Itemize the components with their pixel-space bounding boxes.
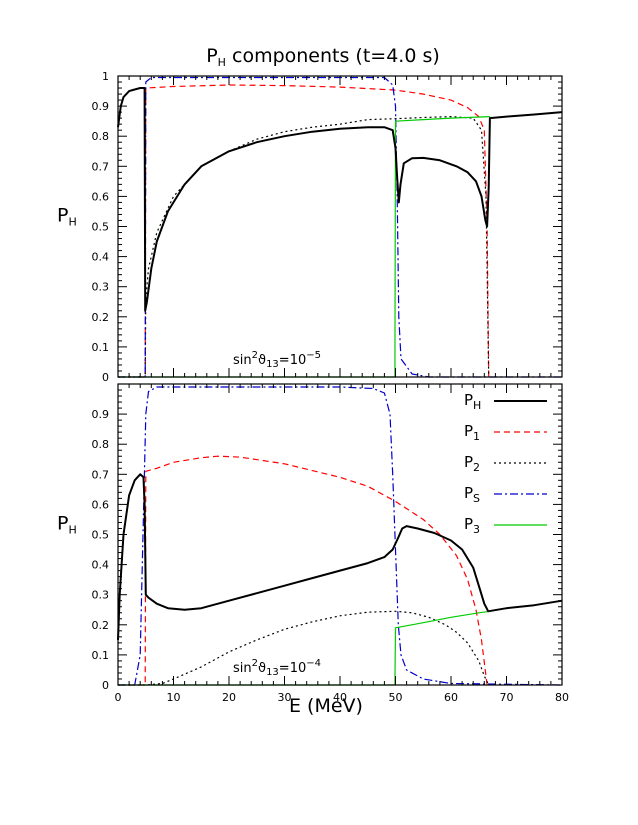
legend: PH P1 P2 PS P3 <box>464 391 547 536</box>
y-tick-label: 0.5 <box>92 529 110 542</box>
series-line-ph <box>117 473 563 640</box>
x-tick-label: 40 <box>333 691 347 704</box>
x-axis-title: E (MeV) <box>289 695 363 717</box>
y-tick-label: 0.5 <box>92 221 110 234</box>
y-tick-label: 0 <box>102 371 109 384</box>
series-line-ps <box>118 76 562 378</box>
plot-frame <box>117 383 563 686</box>
legend-label-ps: PS <box>464 484 480 505</box>
x-tick-label: 60 <box>444 691 458 704</box>
x-tick-label: 20 <box>222 691 236 704</box>
series-line-p1 <box>118 84 490 378</box>
legend-label-p3: P3 <box>464 515 480 536</box>
y-tick-label: 0.2 <box>92 311 110 324</box>
x-tick-label: 80 <box>555 691 569 704</box>
y-axis-title: PH <box>57 205 77 229</box>
y-tick-label: 0.9 <box>92 408 110 421</box>
y-tick-label: 0.2 <box>92 619 110 632</box>
x-tick-label: 70 <box>500 691 514 704</box>
series-line-p1 <box>118 455 488 686</box>
legend-label-p2: P2 <box>464 453 480 474</box>
y-tick-label: 0.3 <box>92 589 110 602</box>
y-tick-label: 0.3 <box>92 281 110 294</box>
y-tick-label: 0.6 <box>92 498 110 511</box>
x-tick-label: 50 <box>389 691 403 704</box>
chart-title: PH components (t=4.0 s) <box>206 45 440 69</box>
series-line-p2 <box>118 116 490 378</box>
x-tick-label: 10 <box>167 691 181 704</box>
y-tick-label: 0.8 <box>92 438 110 451</box>
x-tick-label: 30 <box>278 691 292 704</box>
y-tick-label: 0 <box>102 679 109 692</box>
x-tick-label: 0 <box>115 691 122 704</box>
bottom-panel: 0 10 20 30 40 50 60 70 80 0 0.1 0.2 0.3 0.4 0.5 0.6 0.7 0… <box>57 383 569 717</box>
series-line-ps <box>118 386 563 686</box>
series-line-p2 <box>118 610 490 686</box>
y-tick-label: 1 <box>102 70 109 83</box>
y-tick-label: 0.4 <box>92 559 110 572</box>
legend-label-p1: P1 <box>464 422 480 443</box>
y-axis-title: PH <box>57 513 77 537</box>
y-tick-label: 0.7 <box>92 160 110 173</box>
series-line-p3 <box>118 116 490 378</box>
plot-frame <box>117 75 563 378</box>
top-panel: 0 0.1 0.2 0.3 0.4 0.5 0.6 0.7 0.8 0.9 1 PH PH compon… <box>57 45 563 384</box>
y-tick-label: 0.9 <box>92 100 110 113</box>
y-tick-label: 0.1 <box>92 341 110 354</box>
y-tick-label: 0.4 <box>92 251 110 264</box>
mixing-angle-annotation: sin2ϑ13=10−5 <box>233 350 321 370</box>
y-tick-label: 0.8 <box>92 130 110 143</box>
y-tick-label: 0.1 <box>92 649 110 662</box>
y-tick-label: 0.6 <box>92 190 110 203</box>
series-line-ph <box>117 87 563 312</box>
legend-label-ph: PH <box>464 391 481 412</box>
y-tick-label: 0.7 <box>92 468 110 481</box>
mixing-angle-annotation: sin2ϑ13=10−4 <box>233 658 321 678</box>
